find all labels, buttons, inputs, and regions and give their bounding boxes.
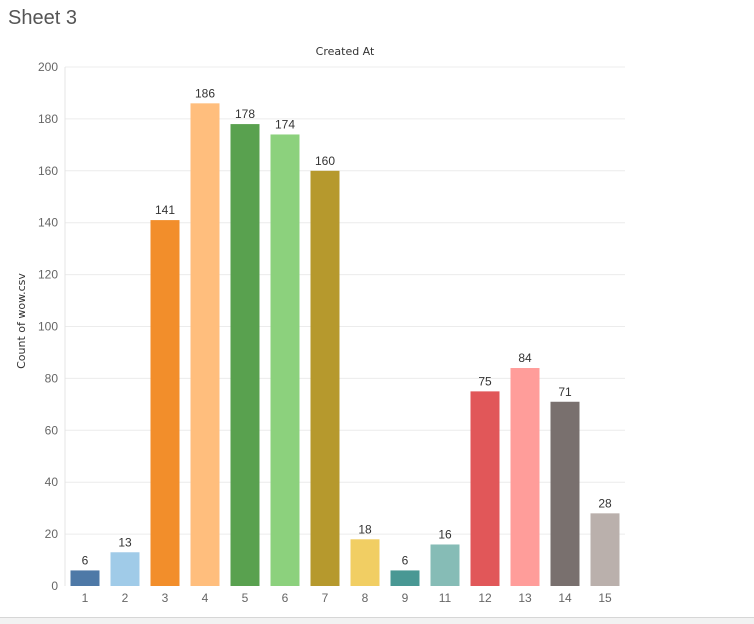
x-tick-label: 13 (518, 591, 532, 605)
y-tick-label: 100 (38, 320, 58, 334)
sheet-title: Sheet 3 (8, 7, 77, 29)
bar-value-label: 160 (315, 154, 335, 168)
bar (590, 513, 620, 586)
x-tick-label: 6 (282, 591, 289, 605)
bottom-status-bar (0, 617, 754, 624)
y-axis-title: Count of wow.csv (15, 273, 28, 369)
bar (550, 401, 580, 586)
bar-value-label: 18 (358, 522, 372, 536)
y-tick-label: 180 (38, 112, 58, 126)
x-tick-label: 5 (242, 591, 249, 605)
bar (150, 220, 180, 587)
bars (70, 103, 620, 587)
bar (270, 134, 300, 586)
y-tick-label: 0 (51, 579, 58, 593)
bar-value-label: 84 (518, 351, 532, 365)
bar (310, 170, 340, 587)
x-tick-label: 14 (558, 591, 572, 605)
bar-value-label: 174 (275, 117, 295, 131)
y-tick-label: 120 (38, 268, 58, 282)
bar (350, 539, 380, 586)
bar-value-label: 16 (438, 527, 452, 541)
x-tick-label: 11 (439, 591, 452, 605)
bar-value-label: 141 (155, 203, 175, 217)
y-tick-label: 200 (38, 60, 58, 74)
x-tick-label: 1 (82, 591, 89, 605)
y-tick-label: 140 (38, 216, 58, 230)
y-tick-label: 80 (45, 371, 59, 385)
bar (230, 124, 260, 586)
x-tick-label: 12 (478, 591, 492, 605)
y-axis-ticks: 0 20 40 60 80 100 120 140 160 180 200 (38, 60, 58, 593)
bar-value-label: 6 (82, 553, 89, 567)
y-tick-label: 160 (38, 164, 58, 178)
chart-title: Created At (316, 45, 375, 58)
x-tick-label: 3 (162, 591, 169, 605)
x-tick-label: 4 (202, 591, 209, 605)
bar (470, 391, 500, 586)
y-tick-label: 40 (45, 475, 59, 489)
bar-value-label: 71 (558, 385, 572, 399)
x-tick-label: 15 (598, 591, 612, 605)
x-tick-label: 7 (322, 591, 329, 605)
bar-value-label: 28 (598, 496, 612, 510)
x-axis-ticks: 1 2 3 4 5 6 7 8 9 11 12 13 14 15 (82, 591, 612, 605)
gridlines (64, 66, 625, 586)
bar (110, 552, 140, 586)
bar (70, 570, 100, 586)
bar (510, 368, 540, 586)
bar-value-label: 75 (478, 374, 492, 388)
y-tick-label: 20 (45, 527, 59, 541)
bar (190, 103, 220, 586)
bar-value-label: 13 (118, 535, 132, 549)
bar (390, 570, 420, 586)
x-tick-label: 2 (122, 591, 129, 605)
bar-value-label: 6 (402, 553, 409, 567)
bar (430, 544, 460, 586)
x-tick-label: 8 (362, 591, 369, 605)
bar-value-label: 178 (235, 107, 255, 121)
y-tick-label: 60 (45, 423, 59, 437)
bar-value-label: 186 (195, 86, 215, 100)
x-tick-label: 9 (402, 591, 409, 605)
